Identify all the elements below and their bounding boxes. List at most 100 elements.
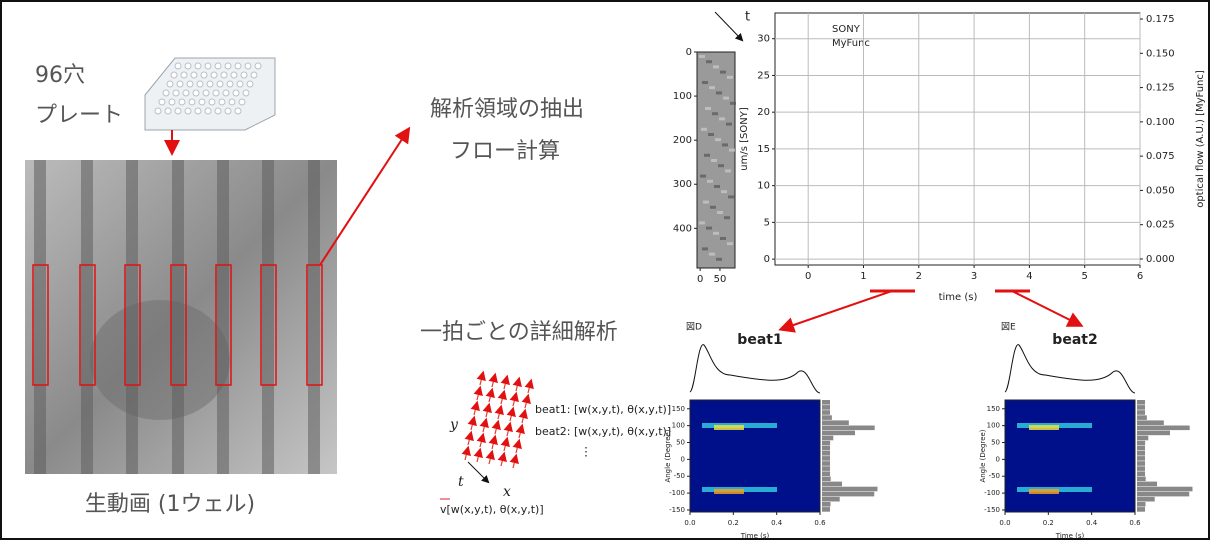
well bbox=[221, 72, 227, 78]
vector-arrow bbox=[516, 441, 519, 453]
well bbox=[211, 72, 217, 78]
hist-bar bbox=[822, 436, 833, 441]
well bbox=[189, 99, 195, 105]
x-tick-label: 1 bbox=[860, 271, 866, 282]
well bbox=[251, 72, 257, 78]
well bbox=[171, 72, 177, 78]
hist-bar bbox=[822, 492, 874, 497]
arrow bbox=[1012, 291, 1080, 325]
x-tick-label: 0.0 bbox=[684, 519, 695, 527]
y-tick-label: 30 bbox=[757, 34, 770, 45]
y-tick-label: 0 bbox=[681, 455, 685, 463]
y-tick-label: 300 bbox=[673, 179, 692, 190]
texture bbox=[704, 154, 710, 157]
vector-arrow bbox=[516, 379, 519, 391]
well bbox=[163, 90, 169, 96]
axis-arrow bbox=[468, 462, 488, 482]
video-caption: 生動画 (1ウェル) bbox=[85, 492, 255, 517]
texture bbox=[725, 169, 731, 172]
hist-bar bbox=[1137, 497, 1155, 502]
well bbox=[175, 108, 181, 114]
texture bbox=[716, 91, 722, 94]
hist-bar bbox=[822, 426, 875, 431]
well bbox=[195, 63, 201, 69]
x-tick-label: 2 bbox=[916, 271, 922, 282]
texture bbox=[702, 247, 708, 250]
time-arrow bbox=[715, 12, 742, 40]
y2-tick-label: 0.050 bbox=[1146, 185, 1175, 196]
x-tick-label: 0 bbox=[805, 271, 811, 282]
texture bbox=[699, 221, 705, 224]
texture bbox=[720, 71, 726, 74]
vector-arrow bbox=[504, 439, 507, 451]
vector-arrow bbox=[519, 426, 522, 438]
x-tick-label: 0 bbox=[697, 274, 703, 285]
plate-label: プレート bbox=[35, 103, 123, 128]
texture bbox=[724, 216, 730, 219]
hist-bar bbox=[1137, 441, 1145, 446]
well bbox=[235, 108, 241, 114]
well bbox=[207, 81, 213, 87]
texture bbox=[720, 237, 726, 240]
hist-bar bbox=[822, 466, 830, 471]
axis-letter: t bbox=[458, 474, 464, 490]
vector-arrow bbox=[477, 388, 480, 400]
y-tick-label: -150 bbox=[669, 506, 685, 514]
hist-bar bbox=[1137, 426, 1190, 431]
well bbox=[205, 108, 211, 114]
x-tick-label: 0.4 bbox=[771, 519, 783, 527]
texture bbox=[706, 227, 712, 230]
well bbox=[159, 99, 165, 105]
well bbox=[239, 99, 245, 105]
texture bbox=[727, 76, 733, 79]
texture bbox=[709, 86, 715, 89]
heatmap bbox=[1005, 400, 1135, 512]
hist-bar bbox=[1137, 502, 1146, 507]
y-tick-label: 150 bbox=[987, 405, 1000, 413]
heatmap-band bbox=[714, 489, 744, 494]
hist-bar bbox=[822, 405, 830, 410]
x-tick-label: 4 bbox=[1026, 271, 1032, 282]
vector-arrow bbox=[480, 373, 483, 385]
texture bbox=[715, 138, 721, 141]
y2-tick-label: 0.025 bbox=[1146, 220, 1175, 231]
well bbox=[231, 72, 237, 78]
slide: 96穴 プレート 生動画 (1ウェル) 解析領域の抽出 フロー計算 一拍ごとの詳… bbox=[0, 0, 1210, 540]
vector-arrow bbox=[504, 377, 507, 389]
plate-label: 96穴 bbox=[35, 63, 85, 88]
hist-bar bbox=[822, 461, 830, 466]
hist-bar bbox=[822, 441, 830, 446]
vector-arrow bbox=[528, 381, 531, 393]
y-tick-label: -100 bbox=[984, 489, 1000, 497]
texture bbox=[723, 97, 729, 100]
hist-bar bbox=[822, 420, 849, 425]
y-tick-label: 10 bbox=[757, 181, 770, 192]
x-tick-label: 50 bbox=[714, 274, 727, 285]
y2-tick-label: 0.150 bbox=[1146, 48, 1175, 59]
well bbox=[225, 63, 231, 69]
x-tick-label: 0.2 bbox=[1043, 519, 1054, 527]
hist-bar bbox=[1137, 400, 1145, 405]
hist-bar bbox=[822, 487, 877, 492]
beat-curve bbox=[1005, 345, 1135, 393]
well bbox=[177, 81, 183, 87]
y-tick-label: -50 bbox=[989, 472, 1000, 480]
figure-label: 図E bbox=[1001, 322, 1016, 333]
y2-axis-label: optical flow (A.U.) [MyFunc] bbox=[1195, 70, 1206, 208]
vector-arrow bbox=[492, 375, 495, 387]
stripe bbox=[262, 160, 274, 474]
hist-bar bbox=[1137, 410, 1145, 415]
y-tick-label: 100 bbox=[987, 422, 1000, 430]
texture bbox=[699, 55, 705, 58]
y-tick-label: -100 bbox=[669, 489, 685, 497]
hist-bar bbox=[822, 456, 830, 461]
hist-bar bbox=[822, 497, 840, 502]
stripe bbox=[126, 160, 138, 474]
texture bbox=[703, 201, 709, 204]
texture bbox=[721, 190, 727, 193]
y-axis-label: Angle (Degree) bbox=[664, 429, 672, 482]
heatmap-band bbox=[1029, 425, 1059, 430]
y2-tick-label: 0.000 bbox=[1146, 254, 1175, 265]
well bbox=[213, 90, 219, 96]
video-shadow bbox=[90, 300, 230, 420]
